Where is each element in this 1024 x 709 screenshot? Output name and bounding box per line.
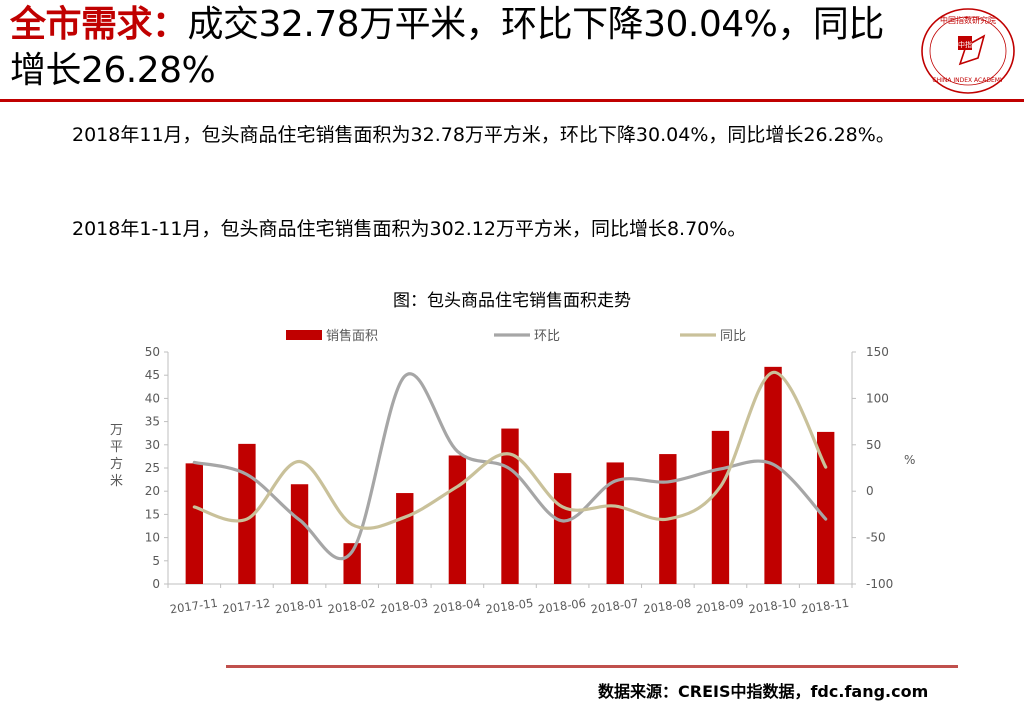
y-tick-label: 20 [145,484,160,498]
academy-logo: 中国指数研究院 中指 CHINA INDEX ACADEMY [921,8,1015,94]
y-tick-label: 5 [152,554,160,568]
title-lead: 全市需求： [10,4,188,45]
y2-axis-label: % [904,453,915,467]
x-tick-label: 2018-09 [695,596,745,617]
legend-sales-area: 销售面积 [326,328,378,344]
x-tick-label: 2017-11 [169,596,219,617]
y-tick-label: 0 [152,577,160,591]
y-tick-label: 30 [145,438,160,452]
x-tick-label: 2018-10 [748,596,798,617]
y-tick-label: 45 [145,368,160,382]
logo-bottom-text: CHINA INDEX ACADEMY [932,77,1004,84]
y-tick-label: 50 [145,345,160,359]
title-rest: 成交32.78万平米，环比下降30.04%，同比增长26.28% [10,4,884,91]
y2-tick-label: 0 [866,484,874,498]
y2-tick-label: -50 [866,531,886,545]
bar-sales-area [448,455,467,584]
logo-center-text: 中指 [958,40,972,49]
legend-mom: 环比 [534,329,560,344]
bar-sales-area [817,431,835,584]
bar-sales-area [290,484,309,584]
title-divider [0,99,1024,102]
bar-sales-area [185,463,203,584]
y2-tick-label: 150 [866,345,889,359]
footer-divider [226,665,958,668]
bar-sales-area [553,473,572,584]
bar-sales-area [396,493,414,584]
x-tick-label: 2018-05 [485,596,535,617]
x-tick-label: 2018-06 [537,596,587,617]
y-tick-label: 25 [145,461,160,475]
x-tick-label: 2018-01 [274,596,324,617]
logo-top-text: 中国指数研究院 [940,15,996,25]
bar-sales-area [606,462,624,584]
bar-sales-area [501,428,519,584]
legend-sales-area-swatch [286,330,322,340]
sales-area-chart: 销售面积 环比 同比 0 5 10 15 20 25 30 35 40 45 50 -100 -50 0 50 1… [110,328,915,617]
y2-tick-label: 50 [866,438,881,452]
summary-paragraph-2: 2018年1-11月，包头商品住宅销售面积为302.12万平方米，同比增长8.7… [72,218,747,240]
data-source: 数据来源：CREIS中指数据，fdc.fang.com [598,682,929,701]
y2-tick-label: 100 [866,391,889,405]
x-tick-label: 2018-08 [643,596,693,617]
x-tick-label: 2018-03 [379,596,429,617]
y-axis-label: 万平方米 [110,423,123,489]
y-tick-label: 35 [145,415,160,429]
line-yoy [192,370,828,530]
x-tick-label: 2018-11 [800,596,850,617]
chart-legend: 销售面积 环比 同比 [286,328,746,344]
page-title: 全市需求：成交32.78万平米，环比下降30.04%，同比增长26.28% [10,2,900,94]
legend-yoy: 同比 [720,329,746,344]
bar-sales-area [343,543,361,584]
x-tick-label: 2018-02 [327,596,377,617]
x-tick-label: 2018-07 [590,596,640,617]
x-tick-label: 2017-12 [222,596,272,617]
y-tick-label: 15 [145,507,160,521]
y-tick-label: 10 [145,531,160,545]
bar-sales-area [764,366,782,584]
bar-sales-area [711,430,730,584]
x-tick-label: 2018-04 [432,596,482,617]
y2-tick-label: -100 [866,577,893,591]
chart-title: 图：包头商品住宅销售面积走势 [393,291,631,311]
line-mom [192,372,828,561]
summary-paragraph-1: 2018年11月，包头商品住宅销售面积为32.78万平方米，环比下降30.04%… [72,124,895,146]
y-tick-label: 40 [145,391,160,405]
